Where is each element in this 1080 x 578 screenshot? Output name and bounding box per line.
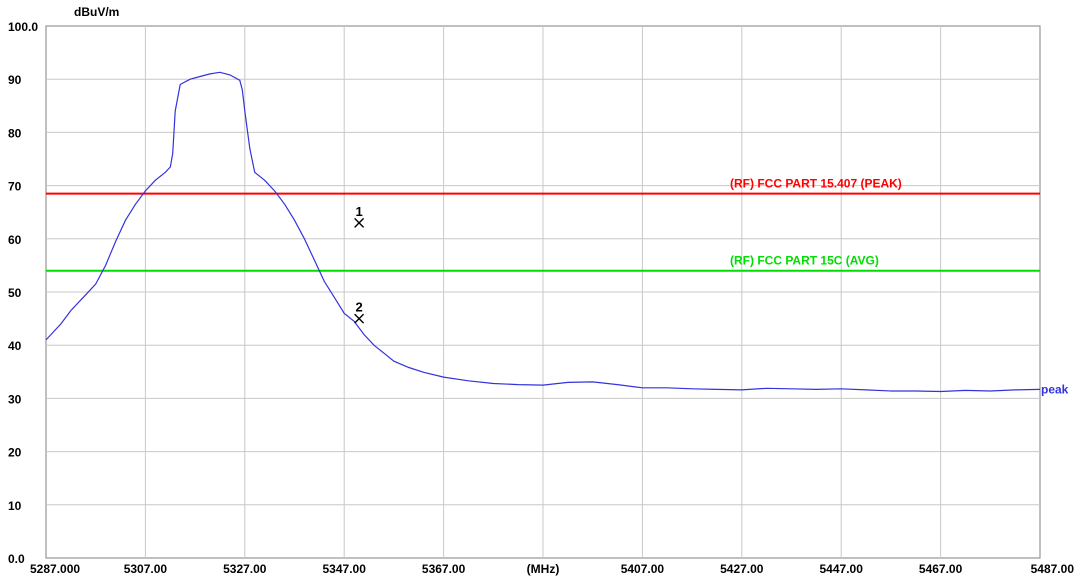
x-tick-label: (MHz): [527, 562, 560, 576]
limit-line-label: (RF) FCC PART 15.407 (PEAK): [730, 177, 902, 191]
x-tick-label: 5347.00: [323, 562, 367, 576]
x-tick-label: 5447.00: [820, 562, 864, 576]
y-tick-label: 50: [8, 286, 22, 300]
y-tick-label: 30: [8, 392, 22, 406]
marker-label: 2: [355, 300, 362, 315]
x-tick-label: 5407.00: [621, 562, 665, 576]
limit-line-label: (RF) FCC PART 15C (AVG): [730, 254, 879, 268]
y-tick-label: 90: [8, 73, 22, 87]
x-tick-label: 5467.00: [919, 562, 963, 576]
y-tick-label: 0.0: [8, 552, 25, 566]
x-tick-label: 5307.00: [124, 562, 168, 576]
y-axis-unit: dBuV/m: [74, 5, 119, 19]
y-tick-label: 60: [8, 233, 22, 247]
y-tick-label: 80: [8, 126, 22, 140]
x-tick-label: 5287.000: [30, 562, 80, 576]
y-tick-label: 100.0: [8, 20, 38, 34]
marker-label: 1: [355, 204, 362, 219]
y-tick-label: 70: [8, 180, 22, 194]
y-tick-label: 20: [8, 446, 22, 460]
x-axis: 5287.000 5307.00 5327.00 5347.00 5367.00 (MHz…: [30, 562, 1074, 576]
y-tick-label: 40: [8, 339, 22, 353]
x-tick-label: 5327.00: [223, 562, 267, 576]
x-tick-label: 5427.00: [720, 562, 764, 576]
x-tick-label: 5487.00: [1031, 562, 1075, 576]
y-tick-label: 10: [8, 499, 22, 513]
trace-label: peak: [1041, 382, 1069, 396]
x-tick-label: 5367.00: [422, 562, 466, 576]
